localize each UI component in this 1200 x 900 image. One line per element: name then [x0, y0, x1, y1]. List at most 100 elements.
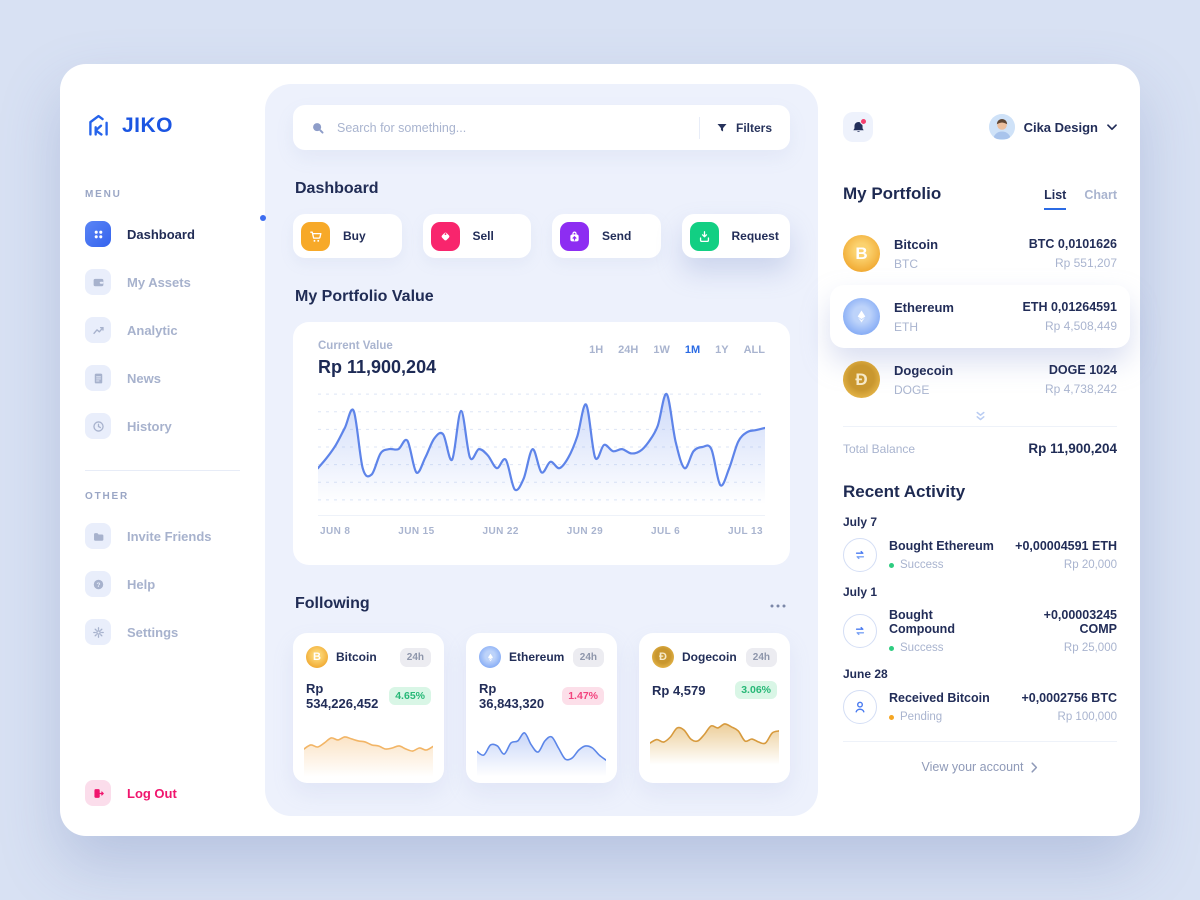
- coin-name: Ethereum: [509, 650, 565, 664]
- buy-button[interactable]: Buy: [293, 214, 402, 258]
- sidebar-item-label: News: [127, 370, 161, 386]
- period-badge: 24h: [572, 647, 604, 667]
- activity-value: Rp 100,000: [1057, 711, 1117, 723]
- expand-assets-button[interactable]: [843, 409, 1117, 426]
- asset-symbol: ETH: [894, 319, 918, 334]
- asset-name: Dogecoin: [894, 362, 954, 378]
- range-1m[interactable]: 1M: [684, 344, 701, 356]
- double-chevron-down-icon: [975, 411, 985, 421]
- x-tick: JUL 6: [650, 526, 681, 537]
- range-1h[interactable]: 1H: [589, 344, 604, 356]
- asset-row-bitcoin[interactable]: B Bitcoin BTC BTC 0,0101626 Rp 551,207: [843, 224, 1117, 283]
- sidebar-item-my-assets[interactable]: My Assets: [85, 258, 265, 306]
- change-badge: 3.06%: [735, 681, 777, 699]
- dogecoin-coin-icon: Ð: [652, 646, 674, 668]
- following-cards: B Bitcoin 24h Rp 534,226,452 4.65%: [293, 633, 790, 783]
- activity-row-bought-compound[interactable]: Bought Compound Success +0,00003245 COMP…: [843, 608, 1117, 654]
- portfolio-value-chart[interactable]: [316, 384, 767, 510]
- menu-section-label: MENU: [85, 189, 122, 200]
- activity-row-bought-ethereum[interactable]: Bought Ethereum Success +0,00004591 ETH …: [843, 538, 1117, 572]
- sidebar-item-analytic[interactable]: Analytic: [85, 306, 265, 354]
- range-24h[interactable]: 24H: [618, 344, 639, 356]
- chevron-down-icon: [1107, 123, 1117, 130]
- avatar: [988, 114, 1015, 140]
- search-input[interactable]: [337, 120, 683, 135]
- following-card-dogecoin[interactable]: Ð Dogecoin 24h Rp 4,579 3.06%: [639, 633, 790, 783]
- ethereum-sparkline-chart: [476, 719, 607, 779]
- page-title: Dashboard: [295, 180, 379, 197]
- coin-price: Rp 4,579: [652, 682, 706, 698]
- send-button[interactable]: Send: [552, 214, 661, 258]
- tray-down-icon: [689, 221, 719, 251]
- range-all[interactable]: ALL: [743, 344, 765, 356]
- brand-name: JIKO: [122, 113, 174, 137]
- sell-button[interactable]: Sell: [422, 214, 531, 258]
- following-card-ethereum[interactable]: Ethereum 24h Rp 36,843,320 1.47%: [466, 633, 617, 783]
- asset-name: Ethereum: [894, 299, 954, 315]
- asset-value: Rp 4,738,242: [1044, 382, 1117, 396]
- panel-footer: View your account: [843, 741, 1117, 792]
- exchange-icon: [843, 538, 877, 572]
- following-title: Following: [295, 595, 370, 612]
- coin-name: Bitcoin: [336, 650, 377, 664]
- news-icon: [85, 365, 111, 391]
- current-value-label: Current Value: [318, 340, 393, 352]
- sidebar-item-invite-friends[interactable]: Invite Friends: [85, 512, 265, 560]
- view-account-link[interactable]: View your account: [922, 760, 1039, 774]
- logout-button[interactable]: Log Out: [85, 780, 265, 806]
- following-card-bitcoin[interactable]: B Bitcoin 24h Rp 534,226,452 4.65%: [293, 633, 444, 783]
- sidebar-item-help[interactable]: ? Help: [85, 560, 265, 608]
- quick-actions: Buy Sell Send: [293, 214, 790, 258]
- filters-button[interactable]: Filters: [716, 121, 772, 135]
- x-tick: JUN 29: [566, 526, 604, 537]
- ethereum-coin-icon: [843, 298, 880, 335]
- sidebar-item-dashboard[interactable]: Dashboard: [85, 210, 265, 258]
- asset-value: Rp 4,508,449: [1044, 319, 1117, 333]
- tab-list[interactable]: List: [1044, 188, 1067, 210]
- logout-label: Log Out: [127, 785, 177, 801]
- notifications-button[interactable]: [843, 112, 873, 142]
- tab-chart[interactable]: Chart: [1084, 188, 1117, 202]
- request-button[interactable]: Request: [681, 214, 790, 258]
- exchange-icon: [843, 614, 877, 648]
- recent-activity-title: Recent Activity: [843, 482, 966, 501]
- view-account-label: View your account: [921, 760, 1024, 774]
- activity-amount: +0,00003245 COMP: [1043, 608, 1117, 636]
- asset-row-dogecoin[interactable]: Ð Dogecoin DOGE DOGE 1024 Rp 4,738,242: [843, 350, 1117, 409]
- status-dot: [889, 714, 894, 720]
- search-bar: Filters: [293, 105, 790, 150]
- main-panel: Filters Dashboard Buy Sell: [265, 84, 818, 816]
- activity-row-received-bitcoin[interactable]: Received Bitcoin Pending +0,0002756 BTC …: [843, 690, 1117, 724]
- range-1y[interactable]: 1Y: [715, 344, 729, 356]
- my-portfolio-title: My Portfolio: [843, 184, 942, 203]
- notification-dot: [860, 118, 867, 125]
- activity-status: Pending: [900, 711, 943, 723]
- period-badge: 24h: [399, 647, 431, 667]
- ethereum-coin-icon: [479, 646, 501, 668]
- chart-icon: [85, 317, 111, 343]
- sidebar-item-label: Dashboard: [127, 226, 195, 242]
- x-tick: JUN 8: [320, 526, 351, 537]
- sidebar-item-history[interactable]: History: [85, 402, 265, 450]
- activity-title-text: Bought Compound: [889, 608, 955, 636]
- range-1w[interactable]: 1W: [653, 344, 670, 356]
- activity-date: June 28: [843, 667, 888, 681]
- sidebar-item-settings[interactable]: Settings: [85, 608, 265, 656]
- filters-label: Filters: [735, 120, 772, 135]
- jiko-logo-icon: [89, 114, 108, 136]
- activity-amount: +0,00004591 ETH: [1015, 539, 1117, 553]
- following-menu-button[interactable]: [766, 591, 790, 617]
- divider: [843, 426, 1117, 427]
- sidebar-item-news[interactable]: News: [85, 354, 265, 402]
- portfolio-value-title: My Portfolio Value: [295, 288, 434, 305]
- activity-date: July 7: [843, 515, 878, 529]
- user-profile-menu[interactable]: Cika Design: [988, 114, 1117, 140]
- sell-label: Sell: [472, 229, 494, 243]
- chart-axis-divider: [318, 515, 765, 516]
- history-icon: [85, 413, 111, 439]
- asset-row-ethereum[interactable]: Ethereum ETH ETH 0,01264591 Rp 4,508,449: [830, 285, 1130, 348]
- search-icon: [313, 122, 324, 134]
- gear-icon: [85, 619, 111, 645]
- portfolio-view-tabs: List Chart: [1044, 188, 1117, 210]
